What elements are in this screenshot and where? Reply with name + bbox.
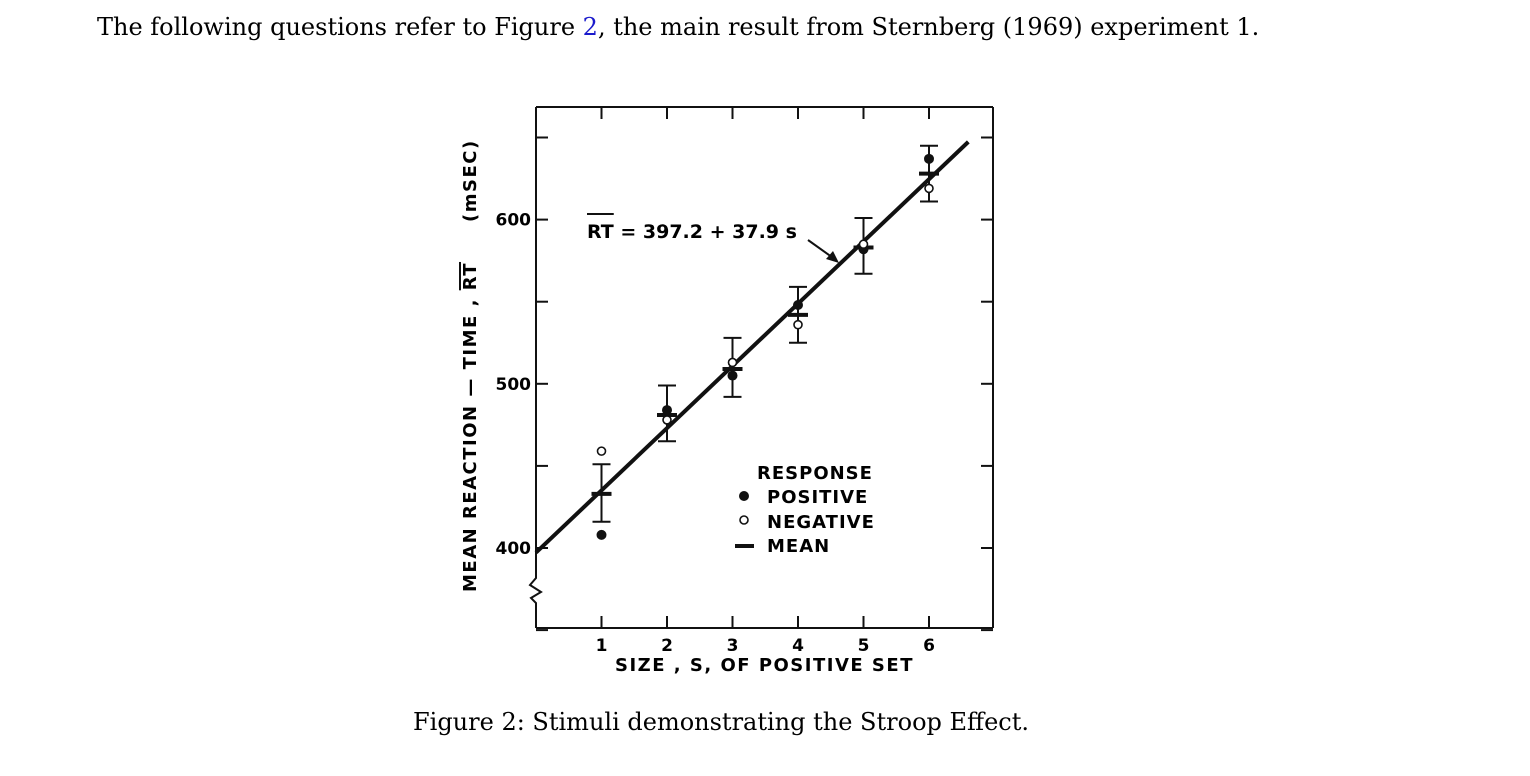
negative-point [596,446,607,456]
plot-frame [528,106,994,629]
x-tick-label: 1 [596,636,608,656]
negative-point [727,357,738,368]
data-points [591,144,939,540]
y-axis-break [528,107,543,628]
positive-point [596,529,607,540]
equation-arrowhead [826,251,839,263]
legend-negative-marker [739,515,749,525]
negative-point [793,319,803,330]
positive-point [793,299,803,310]
axis-ticks [536,107,993,632]
x-tick-label: 4 [792,636,804,656]
x-tick-label: 3 [727,636,739,656]
negative-point [662,415,672,425]
x-tick-label: 6 [923,636,935,656]
fit-line [534,140,970,555]
y-axis-title: MEAN REACTION — TIME , RT [460,262,481,592]
positive-point [662,405,672,416]
y-axis-unit: (mSEC) [460,139,481,222]
x-axis-title: SIZE , S, OF POSITIVE SET [615,655,914,676]
y-tick-label: 400 [496,539,532,559]
legend-title: RESPONSE [757,463,873,484]
y-tick-label: 600 [496,211,532,231]
intro-text: The following questions refer to Figure … [97,13,1259,41]
legend-positive-marker [739,491,749,501]
positive-point [727,370,738,381]
x-tick-label: 5 [858,636,870,656]
x-tick-label: 2 [661,636,673,656]
legend-mean-label: MEAN [767,536,830,557]
y-tick-label: 500 [496,375,532,395]
intro-text-before: The following questions refer to Figure [97,13,583,41]
fit-line-group: RT = 397.2 + 37.9 s [534,140,970,555]
legend-positive-label: POSITIVE [767,487,868,508]
figure-caption: Figure 2: Stimuli demonstrating the Stro… [412,708,1029,736]
equation-label: RT = 397.2 + 37.9 s [587,221,797,243]
legend-negative-label: NEGATIVE [767,512,875,533]
intro-text-after: , the main result from Sternberg (1969) … [597,13,1260,41]
figure-ref-link[interactable]: 2 [582,13,598,41]
positive-point [924,153,934,164]
legend: RESPONSE POSITIVE NEGATIVE MEAN [735,463,875,557]
negative-point [858,239,869,250]
axis-labels: 400 500 600 1 2 3 4 5 6 SIZE , S, OF POSITIVE SET… [459,139,935,676]
negative-point [924,183,934,194]
